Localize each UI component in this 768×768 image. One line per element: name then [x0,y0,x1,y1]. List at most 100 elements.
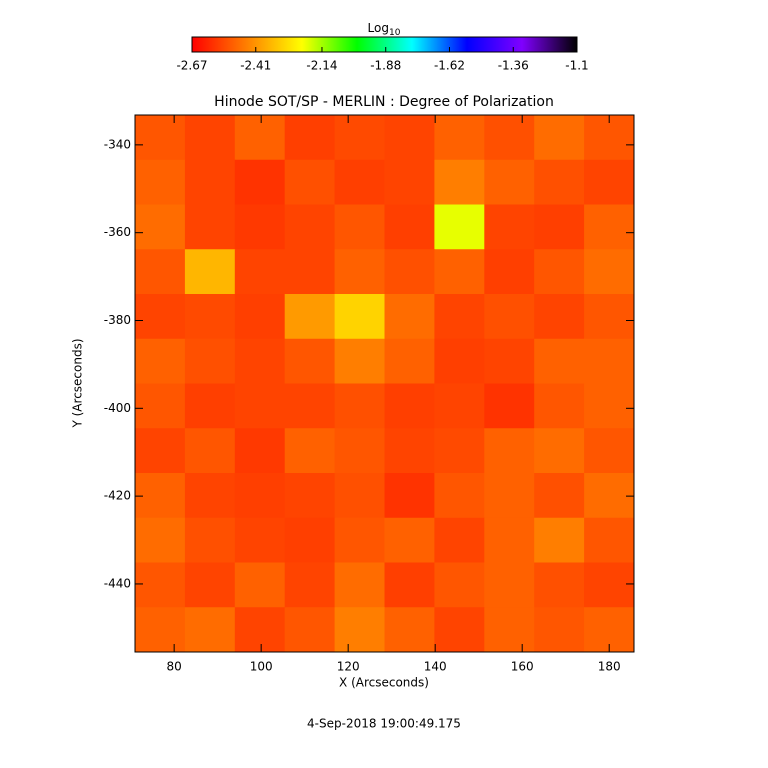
heatmap-cell [284,473,336,519]
heatmap-cell [534,338,585,384]
heatmap-cell [584,338,635,384]
colorbar [191,36,578,53]
y-tick-label: -360 [104,225,131,239]
heatmap-cell [184,517,236,563]
heatmap-cell [334,473,385,519]
heatmap-cell [334,294,385,340]
heatmap-cell [534,473,585,519]
heatmap-cell [434,517,485,563]
chart-title: Hinode SOT/SP - MERLIN : Degree of Polar… [214,94,554,110]
heatmap-cell [434,115,485,161]
heatmap-cell [384,294,435,340]
x-tick-label: 120 [337,660,360,674]
heatmap-cell [434,338,485,384]
heatmap-cell [384,473,435,519]
timestamp: 4-Sep-2018 19:00:49.175 [307,717,461,731]
heatmap-cell [135,383,186,429]
heatmap-cell [434,428,485,474]
heatmap-cell [284,517,336,563]
heatmap-cell [584,428,635,474]
heatmap-cell [584,159,635,205]
heatmap-cell [284,562,336,608]
heatmap-cell [284,294,336,340]
heatmap-cell [534,204,585,250]
colorbar-tick-label: -1.62 [434,59,465,73]
colorbar-label-main: Log [368,21,389,35]
heatmap-cell [234,204,286,250]
heatmap-cell [184,428,236,474]
heatmap-cell [135,204,186,250]
heatmap-cell [284,383,336,429]
heatmap-cell [184,294,236,340]
x-tick-label: 80 [167,660,182,674]
heatmap-cell [184,383,236,429]
heatmap-cell [184,115,236,161]
heatmap-cell [135,115,186,161]
heatmap-cell [434,607,485,653]
heatmap-cell [135,517,186,563]
heatmap-cell [284,607,336,653]
heatmap-cell [534,159,585,205]
heatmap-cell [234,562,286,608]
heatmap-cell [334,249,385,295]
heatmap-cell [234,115,286,161]
heatmap-cell [484,517,535,563]
colorbar-label: Log10 [368,21,401,38]
heatmap-cell [434,294,485,340]
heatmap-cell [334,428,385,474]
heatmap-cell [284,204,336,250]
heatmap-cell [534,383,585,429]
colorbar-tick-label: -2.14 [306,59,337,73]
heatmap-cell [135,159,186,205]
heatmap-cell [284,115,336,161]
heatmap-cell [434,204,485,250]
heatmap-cell [135,473,186,519]
heatmap-cell [234,338,286,384]
colorbar-tick-label: -1.1 [565,59,588,73]
heatmap-cell [234,517,286,563]
heatmap-cell [484,115,535,161]
heatmap-cell [534,607,585,653]
heatmap-cell [334,383,385,429]
y-tick-label: -400 [104,401,131,415]
heatmap-cell [184,338,236,384]
heatmap-cell [434,249,485,295]
heatmap-cell [484,159,535,205]
colorbar-tick-label: -1.36 [498,59,529,73]
heatmap-cell [534,249,585,295]
heatmap-cell [384,562,435,608]
heatmap-cell [484,249,535,295]
plot-frame [134,114,635,653]
heatmap-cell [184,473,236,519]
heatmap-cell [284,249,336,295]
heatmap-cell [534,517,585,563]
colorbar-tick-label: -1.88 [370,59,401,73]
heatmap-cell [234,383,286,429]
heatmap-cell [234,473,286,519]
heatmap-cell [234,159,286,205]
heatmap-cell [384,383,435,429]
x-tick-label: 180 [598,660,621,674]
heatmap-cell [384,607,435,653]
heatmap-cell [534,428,585,474]
heatmap-cell [135,249,186,295]
heatmap-cell [284,159,336,205]
heatmap-cell [584,473,635,519]
heatmap-cell [584,562,635,608]
heatmap-cell [484,383,535,429]
heatmap-cell [135,607,186,653]
heatmap-cell [584,383,635,429]
x-tick-label: 160 [511,660,534,674]
x-axis-label: X (Arcseconds) [339,676,429,690]
y-tick-label: -380 [104,313,131,327]
heatmap-cell [434,473,485,519]
heatmap-cell [284,428,336,474]
heatmap-cell [135,428,186,474]
heatmap-cell [384,428,435,474]
heatmap-cell [384,338,435,384]
heatmap-cell [334,159,385,205]
heatmap-cell [484,562,535,608]
heatmap-cell [584,249,635,295]
